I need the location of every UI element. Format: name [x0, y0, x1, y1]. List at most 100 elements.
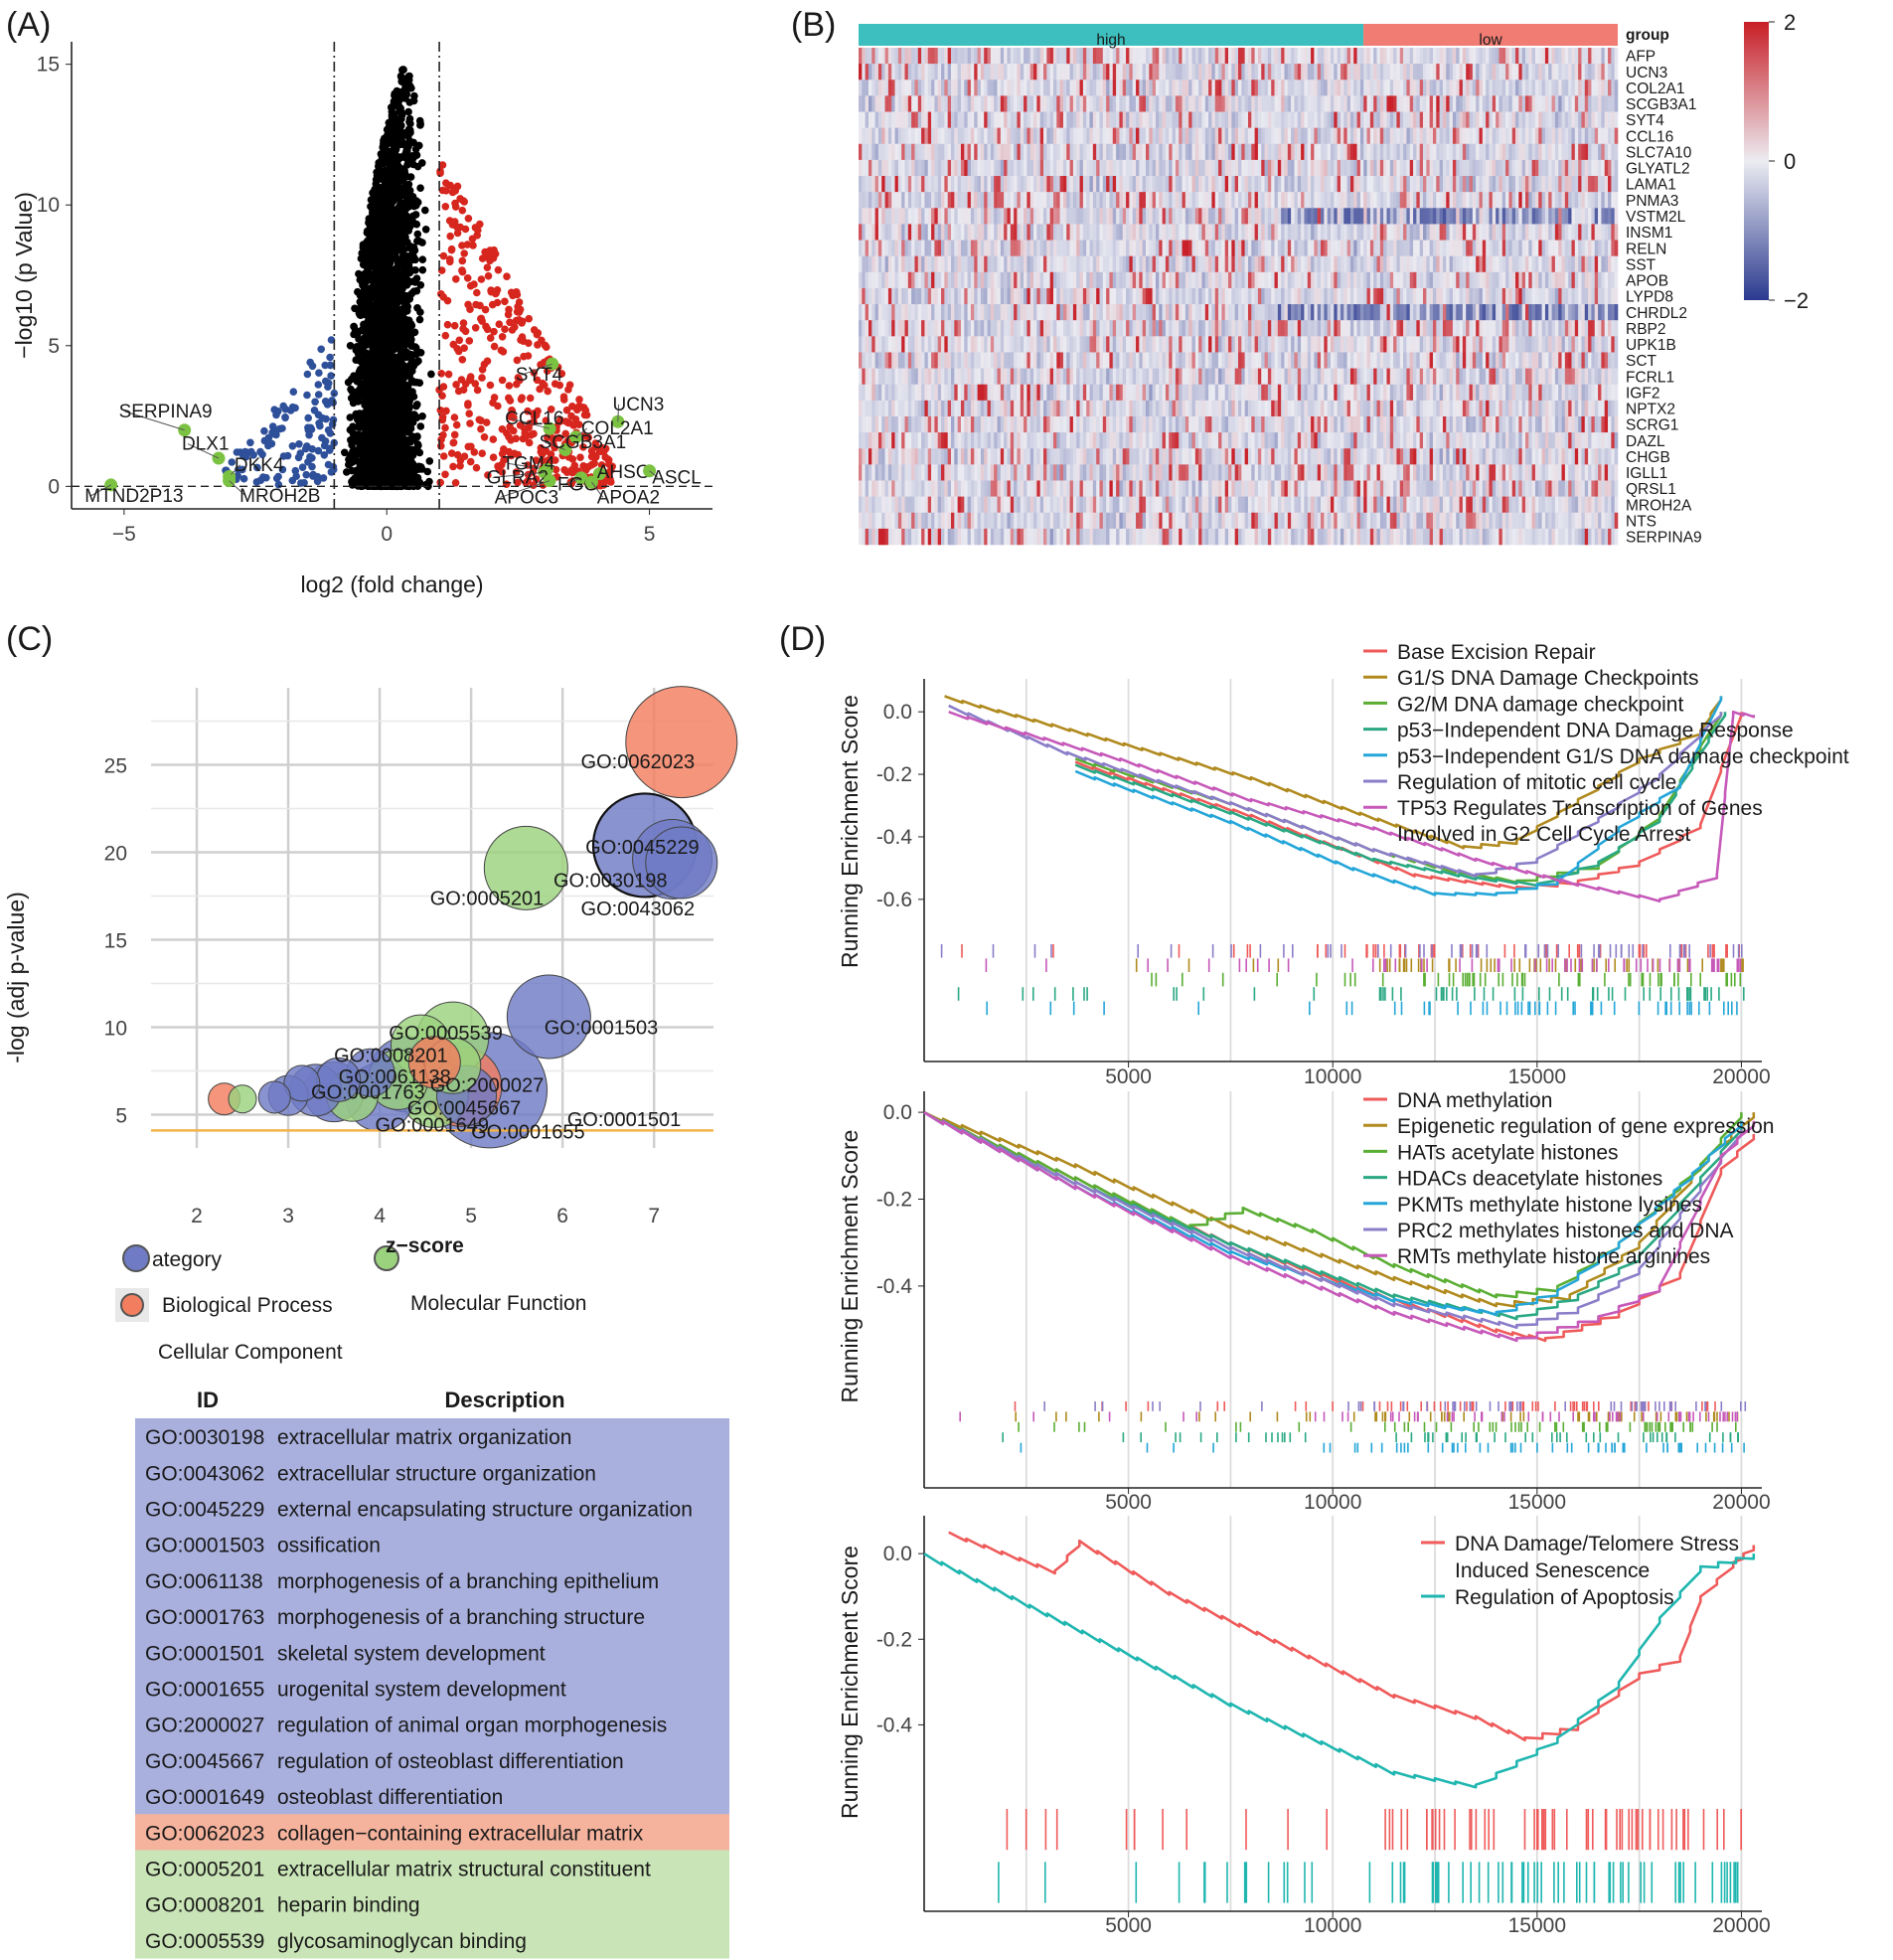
volcano-point-up: [446, 232, 455, 241]
heatmap-cell: [1126, 80, 1130, 96]
volcano-point: [421, 226, 430, 234]
heatmap-cell: [1528, 48, 1532, 65]
heatmap-cell: [1426, 64, 1430, 81]
heatmap-cell: [1182, 48, 1186, 65]
volcano-point-up: [486, 381, 495, 390]
heatmap-cell: [1052, 48, 1057, 65]
heatmap-cell: [1346, 111, 1351, 128]
heatmap-cell: [1314, 48, 1319, 65]
volcano-point: [367, 426, 376, 435]
heatmap-cell: [1432, 111, 1437, 128]
volcano-point: [376, 365, 385, 374]
heatmap-cell: [1304, 95, 1309, 112]
heatmap-cell: [1172, 48, 1177, 65]
heatmap-cell: [1062, 80, 1067, 96]
volcano-point-up: [441, 470, 449, 479]
heatmap-cell: [1386, 80, 1391, 96]
heatmap-cell: [1029, 48, 1034, 65]
heatmap-cell: [881, 80, 885, 96]
heatmap-cell: [994, 64, 998, 81]
heatmap-cell: [947, 80, 952, 96]
heatmap-cell: [1136, 80, 1140, 96]
x-tick-label: 0: [381, 523, 393, 546]
heatmap-cell: [921, 48, 925, 65]
heatmap-cell: [1046, 80, 1050, 96]
volcano-point-up: [454, 347, 463, 356]
heatmap-cell: [1241, 111, 1245, 128]
volcano-point-up: [453, 229, 462, 238]
heatmap-cell: [1231, 48, 1235, 65]
volcano-point: [379, 235, 388, 244]
heatmap-cell: [1182, 80, 1186, 96]
volcano-point-up: [478, 254, 487, 262]
volcano-point-up: [444, 370, 453, 379]
heatmap-cell: [1581, 95, 1586, 112]
heatmap-cell: [1046, 48, 1050, 65]
heatmap-cell: [1208, 80, 1212, 96]
heatmap-cell: [1508, 48, 1512, 65]
heatmap-cell: [1321, 64, 1325, 81]
volcano-point: [389, 412, 396, 421]
heatmap-cell: [1307, 95, 1312, 112]
volcano-point-up: [499, 348, 508, 356]
heatmap-cell: [1419, 48, 1424, 65]
heatmap-cell: [1413, 48, 1417, 65]
heatmap-cell: [1214, 80, 1219, 96]
heatmap-cell: [1518, 95, 1522, 112]
heatmap-cell: [1010, 111, 1015, 128]
heatmap-cell: [871, 95, 875, 112]
heatmap-cell: [901, 80, 905, 96]
volcano-point: [389, 380, 396, 389]
heatmap-cell: [1403, 48, 1407, 65]
heatmap-cell: [951, 111, 955, 128]
heatmap-cell: [1082, 111, 1087, 128]
heatmap-cell: [1152, 111, 1157, 128]
volcano-point-up: [447, 449, 456, 457]
heatmap-cell: [1092, 48, 1097, 65]
heatmap-cell: [1149, 48, 1153, 65]
heatmap-cell: [881, 127, 885, 145]
heatmap-cell: [1149, 95, 1153, 112]
volcano-point: [409, 96, 418, 105]
heatmap-cell: [1208, 64, 1212, 81]
heatmap-cell: [1346, 48, 1351, 65]
heatmap-cell: [1112, 95, 1117, 112]
heatmap-cell: [947, 64, 952, 81]
heatmap-cell: [1340, 111, 1344, 128]
heatmap-cell: [1184, 95, 1189, 112]
heatmap-cell: [1218, 95, 1222, 112]
volcano-point: [379, 151, 388, 160]
heatmap-cell: [1496, 48, 1499, 65]
heatmap-cell: [1155, 111, 1160, 128]
heatmap-cell: [1383, 80, 1387, 96]
heatmap-cell: [1169, 64, 1173, 81]
heatmap-cell: [1324, 80, 1328, 96]
heatmap-cell: [974, 80, 978, 96]
heatmap-cell: [1221, 48, 1226, 65]
heatmap-cell: [901, 127, 905, 145]
heatmap-cell: [1594, 95, 1599, 112]
volcano-point-up: [483, 263, 492, 272]
heatmap-cell: [1469, 80, 1474, 96]
heatmap-cell: [1191, 111, 1196, 128]
heatmap-cell: [1327, 48, 1332, 65]
heatmap-cell: [1429, 111, 1434, 128]
heatmap-cell: [1452, 111, 1457, 128]
heatmap-cell: [1159, 95, 1163, 112]
heatmap-cell: [1331, 111, 1335, 128]
heatmap-cell: [1162, 48, 1167, 65]
heatmap-cell: [862, 80, 866, 96]
heatmap-cell: [1307, 48, 1312, 65]
heatmap-cell: [1211, 80, 1216, 96]
heatmap-cell: [927, 48, 932, 65]
heatmap-cell: [1472, 95, 1477, 112]
heatmap-cell: [1419, 111, 1424, 128]
heatmap-cell: [1139, 111, 1143, 128]
volcano-point-down: [267, 439, 276, 448]
volcano-point-down: [324, 460, 333, 469]
volcano-point-down: [314, 391, 323, 399]
heatmap-cell: [1432, 48, 1437, 65]
volcano-point-up: [560, 466, 568, 474]
heatmap-cell: [1363, 95, 1367, 112]
heatmap-cell: [1014, 48, 1018, 65]
